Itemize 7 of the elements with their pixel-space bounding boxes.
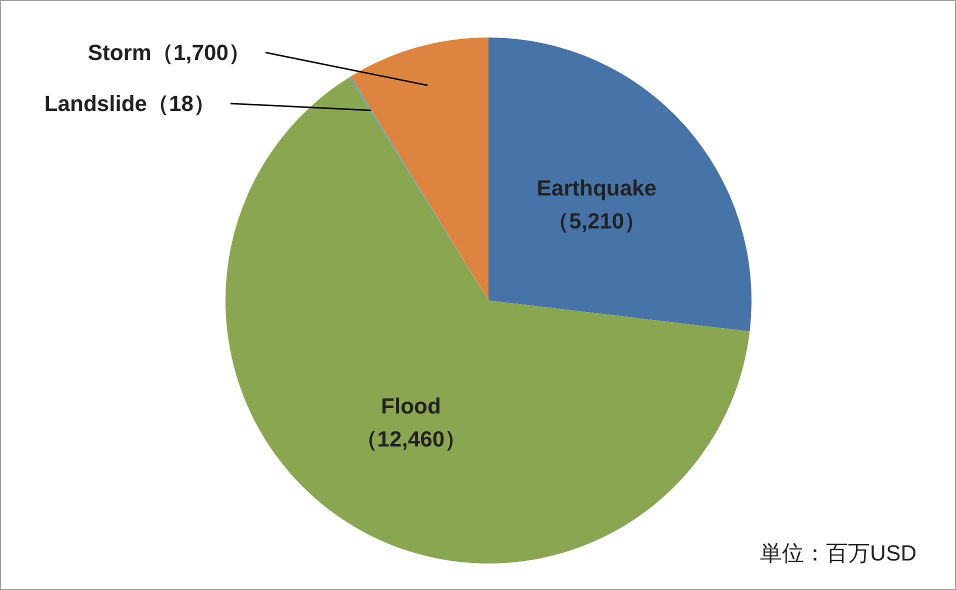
slice-label: Landslide（18） (44, 91, 216, 116)
data-label: （5,210） (547, 208, 646, 234)
slice-label: Flood (381, 394, 441, 419)
text: 単位：百万USD (760, 540, 917, 566)
slice-label: Earthquake (536, 175, 657, 200)
data-label: （12,460） (355, 426, 467, 452)
slice-label: Storm（1,700） (88, 40, 251, 65)
